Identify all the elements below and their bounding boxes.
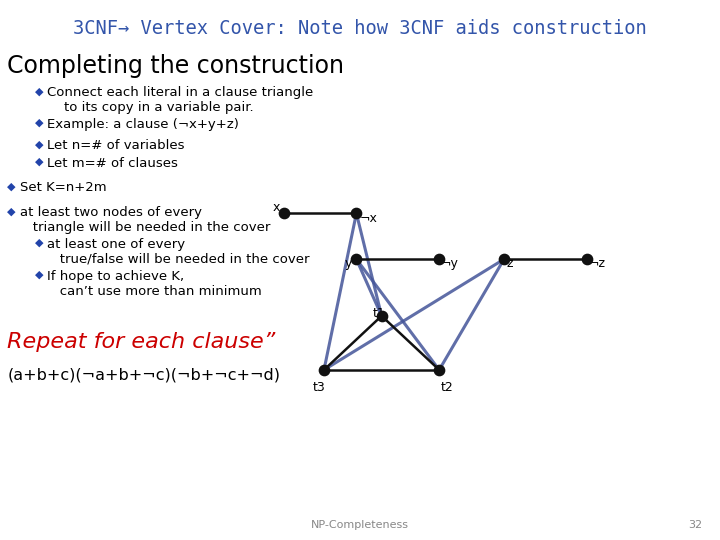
Text: NP-Completeness: NP-Completeness xyxy=(311,520,409,530)
Text: t3: t3 xyxy=(313,381,326,394)
Text: ◆: ◆ xyxy=(7,206,16,217)
Text: 3CNF→ Vertex Cover: Note how 3CNF aids construction: 3CNF→ Vertex Cover: Note how 3CNF aids c… xyxy=(73,19,647,38)
Point xyxy=(351,209,362,218)
Text: z: z xyxy=(507,257,513,270)
Text: ¬x: ¬x xyxy=(360,212,378,225)
Text: ◆: ◆ xyxy=(35,270,43,280)
Text: at least two nodes of every
   triangle will be needed in the cover: at least two nodes of every triangle wil… xyxy=(20,206,271,234)
Text: Connect each literal in a clause triangle
    to its copy in a variable pair.: Connect each literal in a clause triangl… xyxy=(47,86,313,114)
Text: ¬y: ¬y xyxy=(441,257,459,270)
Text: Repeat for each clause”: Repeat for each clause” xyxy=(7,332,276,352)
Text: Completing the construction: Completing the construction xyxy=(7,54,344,78)
Text: t2: t2 xyxy=(441,381,454,394)
Text: ◆: ◆ xyxy=(35,157,43,167)
Text: If hope to achieve K,
   can’t use more than minimum: If hope to achieve K, can’t use more tha… xyxy=(47,270,261,298)
Point xyxy=(498,255,510,264)
Text: Set K=n+2m: Set K=n+2m xyxy=(20,181,107,194)
Text: at least one of every
   true/false will be needed in the cover: at least one of every true/false will be… xyxy=(47,238,310,266)
Text: Let m=# of clauses: Let m=# of clauses xyxy=(47,157,178,170)
Text: ◆: ◆ xyxy=(7,181,16,192)
Text: x: x xyxy=(272,201,279,214)
Text: ◆: ◆ xyxy=(35,238,43,248)
Text: (a+b+c)(¬a+b+¬c)(¬b+¬c+¬d): (a+b+c)(¬a+b+¬c)(¬b+¬c+¬d) xyxy=(7,367,280,382)
Point xyxy=(318,366,330,374)
Point xyxy=(279,209,290,218)
Text: ¬z: ¬z xyxy=(589,257,606,270)
Text: 32: 32 xyxy=(688,520,702,530)
Text: Let n=# of variables: Let n=# of variables xyxy=(47,139,184,152)
Point xyxy=(581,255,593,264)
Point xyxy=(351,255,362,264)
Text: ◆: ◆ xyxy=(35,139,43,150)
Text: ◆: ◆ xyxy=(35,118,43,128)
Point xyxy=(376,312,387,320)
Text: t1: t1 xyxy=(373,307,386,320)
Point xyxy=(433,255,445,264)
Text: Example: a clause (¬x+y+z): Example: a clause (¬x+y+z) xyxy=(47,118,238,131)
Point xyxy=(433,366,445,374)
Text: ◆: ◆ xyxy=(35,86,43,97)
Text: y: y xyxy=(344,257,351,270)
